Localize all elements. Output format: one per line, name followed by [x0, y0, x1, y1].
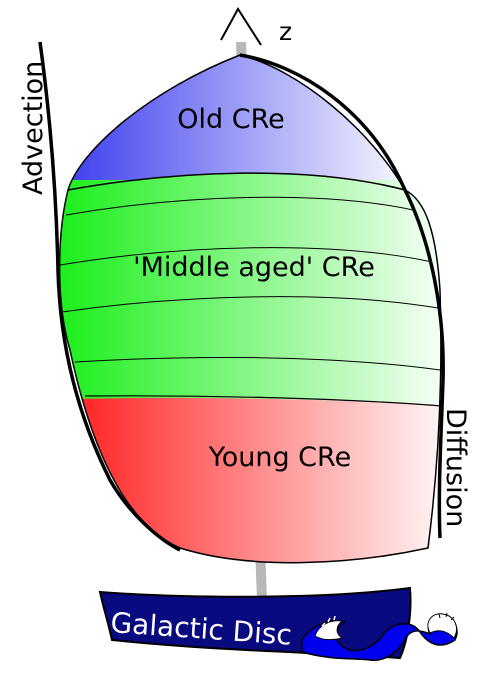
- body-outline: [58, 54, 442, 564]
- advection-label: Advection: [18, 61, 49, 195]
- z-axis-label: z: [279, 17, 292, 46]
- layer-line-4: [74, 356, 441, 371]
- middle-young-boundary: [84, 395, 443, 407]
- cre-layers: [59, 55, 441, 563]
- layer-line-1: [65, 196, 414, 216]
- layer-line-3: [61, 296, 439, 313]
- advection-edge: [38, 41, 181, 552]
- old-middle-boundary: [67, 172, 406, 191]
- z-arrow-icon: [220, 7, 262, 46]
- middle-cre-label: 'Middle aged' CRe: [133, 252, 375, 283]
- old-cre-label: Old CRe: [177, 104, 285, 135]
- diffusion-edge: [239, 53, 445, 539]
- wave-icon: [301, 612, 458, 661]
- young-cre-region: [59, 395, 441, 563]
- diffusion-label: Diffusion: [440, 408, 471, 527]
- layer-line-2: [59, 247, 433, 266]
- young-cre-label: Young CRe: [208, 442, 351, 473]
